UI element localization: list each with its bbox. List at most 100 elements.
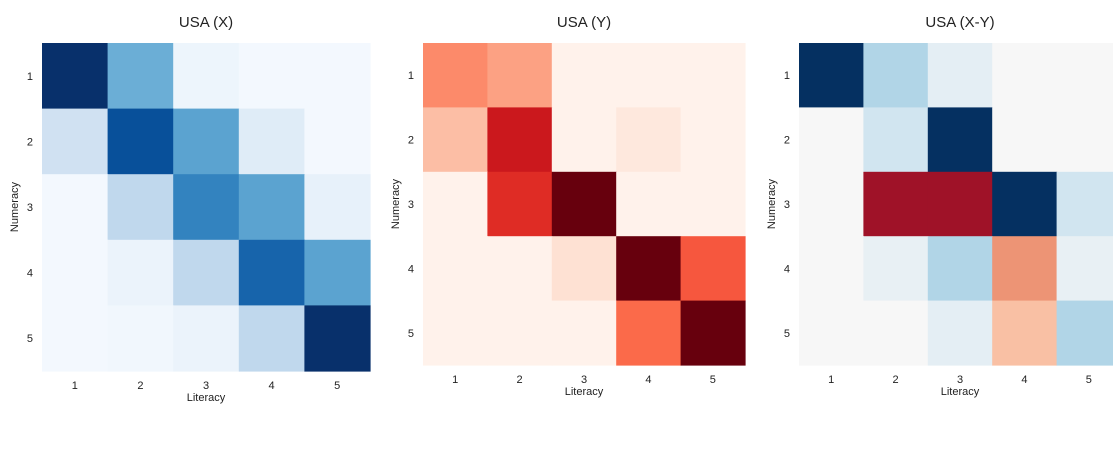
heatmap-cell-r3-c5 [1056, 171, 1113, 237]
y-ticks: 1 2 3 4 5 [784, 70, 790, 340]
heatmap-cell-r4-c2 [107, 239, 174, 306]
heatmap-cell-r5-c1 [423, 300, 488, 366]
heatmap-cell-r2-c3 [173, 108, 240, 175]
y-axis-label: Numeracy [390, 178, 402, 229]
y-tick-label: 4 [784, 263, 790, 275]
chart-title: USA (X-Y) [925, 14, 994, 31]
heatmap-cell-r1-c4 [992, 43, 1058, 108]
heatmap-cell-r3-c4 [992, 171, 1058, 237]
heatmap-cell-r1-c3 [173, 43, 240, 110]
heatmap-cell-r4-c1 [799, 236, 864, 302]
heatmap-cell-r4-c3 [927, 236, 993, 302]
heatmap-cell-r3-c1 [423, 171, 488, 237]
heatmap-cell-r3-c2 [863, 171, 929, 237]
chart-title: USA (Y) [557, 14, 611, 31]
heatmap-cell-r4-c5 [680, 236, 746, 302]
x-tick-label: 3 [957, 374, 963, 386]
heatmap-cell-r2-c5 [1056, 107, 1113, 173]
heatmap-cell-r5-c1 [799, 300, 864, 366]
heatmap-cell-r5-c5 [680, 300, 746, 366]
chart-title: USA (X) [179, 14, 233, 31]
heatmap-cell-r1-c5 [1056, 43, 1113, 108]
heatmap-cell-r2-c4 [238, 108, 305, 175]
x-tick-label: 5 [710, 374, 716, 386]
heatmap-cell-r3-c3 [927, 171, 993, 237]
heatmap-cell-r1-c1 [799, 43, 864, 108]
heatmap-cell-r2-c1 [799, 107, 864, 173]
x-tick-label: 2 [517, 374, 523, 386]
x-tick-label: 1 [828, 374, 834, 386]
heatmap-cell-r2-c5 [304, 108, 371, 175]
y-tick-label: 2 [27, 136, 33, 148]
heatmap-cell-r4-c4 [992, 236, 1058, 302]
heatmap-cell-r4-c3 [173, 239, 240, 306]
x-tick-label: 5 [334, 380, 340, 392]
x-ticks: 1 2 3 4 5 [452, 374, 716, 386]
heatmap-cell-r3-c4 [616, 171, 682, 237]
heatmap-cell-r1-c2 [107, 43, 174, 110]
y-tick-label: 5 [784, 328, 790, 340]
y-axis-label: Numeracy [9, 181, 21, 232]
heatmap-cell-r1-c3 [551, 43, 617, 108]
heatmap-cell-r5-c4 [992, 300, 1058, 366]
heatmap-cell-r3-c2 [107, 174, 174, 241]
heatmap-panel-usa-x: USA (X) 1 2 3 4 5 1 2 3 4 5 Literacy Numeracy [9, 14, 371, 404]
x-tick-label: 5 [1086, 374, 1092, 386]
heatmap-cell-r5-c5 [1056, 300, 1113, 366]
heatmap-cell-r4-c4 [616, 236, 682, 302]
heatmap-cell-r4-c4 [238, 239, 305, 306]
y-tick-label: 2 [408, 135, 414, 147]
heatmap-cell-r5-c4 [616, 300, 682, 366]
heatmap-cell-r3-c4 [238, 174, 305, 241]
heatmap-cell-r4-c1 [423, 236, 488, 302]
heatmap-cell-r2-c1 [423, 107, 488, 173]
heatmap-cell-r5-c3 [927, 300, 993, 366]
heatmap-cell-r2-c2 [863, 107, 929, 173]
heatmap-cell-r4-c2 [487, 236, 553, 302]
heatmap-cell-r5-c3 [551, 300, 617, 366]
x-tick-label: 1 [452, 374, 458, 386]
y-axis-label: Numeracy [766, 178, 778, 229]
x-tick-label: 4 [1021, 374, 1027, 386]
heatmap-cell-r5-c2 [863, 300, 929, 366]
x-ticks: 1 2 3 4 5 [72, 380, 341, 392]
heatmap-cell-r1-c2 [863, 43, 929, 108]
heatmap-cell-r5-c3 [173, 305, 240, 372]
heatmap-cell-r2-c3 [551, 107, 617, 173]
heatmap-cell-r1-c5 [680, 43, 746, 108]
heatmap-cell-r3-c3 [173, 174, 240, 241]
heatmap-cell-r3-c1 [799, 171, 864, 237]
x-axis-label: Literacy [565, 386, 604, 398]
heatmap-panel-usa-y: USA (Y) 1 2 3 4 5 1 2 3 4 5 Literacy Numeracy [390, 14, 746, 398]
y-tick-label: 4 [27, 268, 33, 280]
y-tick-label: 1 [408, 70, 414, 82]
x-ticks: 1 2 3 4 5 [828, 374, 1092, 386]
heatmap-cell-r4-c5 [304, 239, 371, 306]
y-tick-label: 3 [27, 202, 33, 214]
y-ticks: 1 2 3 4 5 [27, 71, 33, 345]
x-tick-label: 2 [893, 374, 899, 386]
x-tick-label: 3 [203, 380, 209, 392]
heatmap-cell-r1-c1 [42, 43, 109, 110]
x-tick-label: 4 [645, 374, 651, 386]
heatmap-cell-r3-c5 [680, 171, 746, 237]
heatmap-cell-r1-c4 [616, 43, 682, 108]
heatmap-cells [423, 43, 746, 366]
heatmap-cell-r1-c1 [423, 43, 488, 108]
y-tick-label: 3 [784, 199, 790, 211]
y-tick-label: 5 [27, 333, 33, 345]
x-tick-label: 4 [269, 380, 275, 392]
y-tick-label: 4 [408, 263, 414, 275]
x-tick-label: 1 [72, 380, 78, 392]
heatmap-cells [42, 43, 371, 372]
heatmap-cell-r5-c5 [304, 305, 371, 372]
x-tick-label: 2 [137, 380, 143, 392]
x-tick-label: 3 [581, 374, 587, 386]
heatmap-cell-r2-c3 [927, 107, 993, 173]
heatmap-cell-r3-c3 [551, 171, 617, 237]
heatmap-cell-r2-c2 [487, 107, 553, 173]
y-tick-label: 2 [784, 135, 790, 147]
x-axis-label: Literacy [187, 392, 226, 404]
heatmap-cell-r5-c4 [238, 305, 305, 372]
